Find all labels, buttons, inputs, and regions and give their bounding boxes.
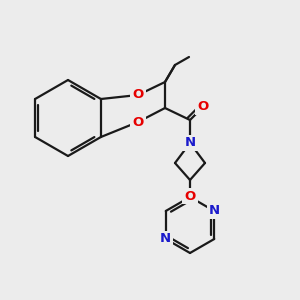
Text: N: N	[160, 232, 171, 245]
Text: N: N	[209, 205, 220, 218]
Text: O: O	[132, 88, 144, 101]
Text: N: N	[184, 136, 196, 149]
Text: O: O	[184, 190, 196, 202]
Text: O: O	[132, 116, 144, 128]
Text: O: O	[197, 100, 208, 113]
